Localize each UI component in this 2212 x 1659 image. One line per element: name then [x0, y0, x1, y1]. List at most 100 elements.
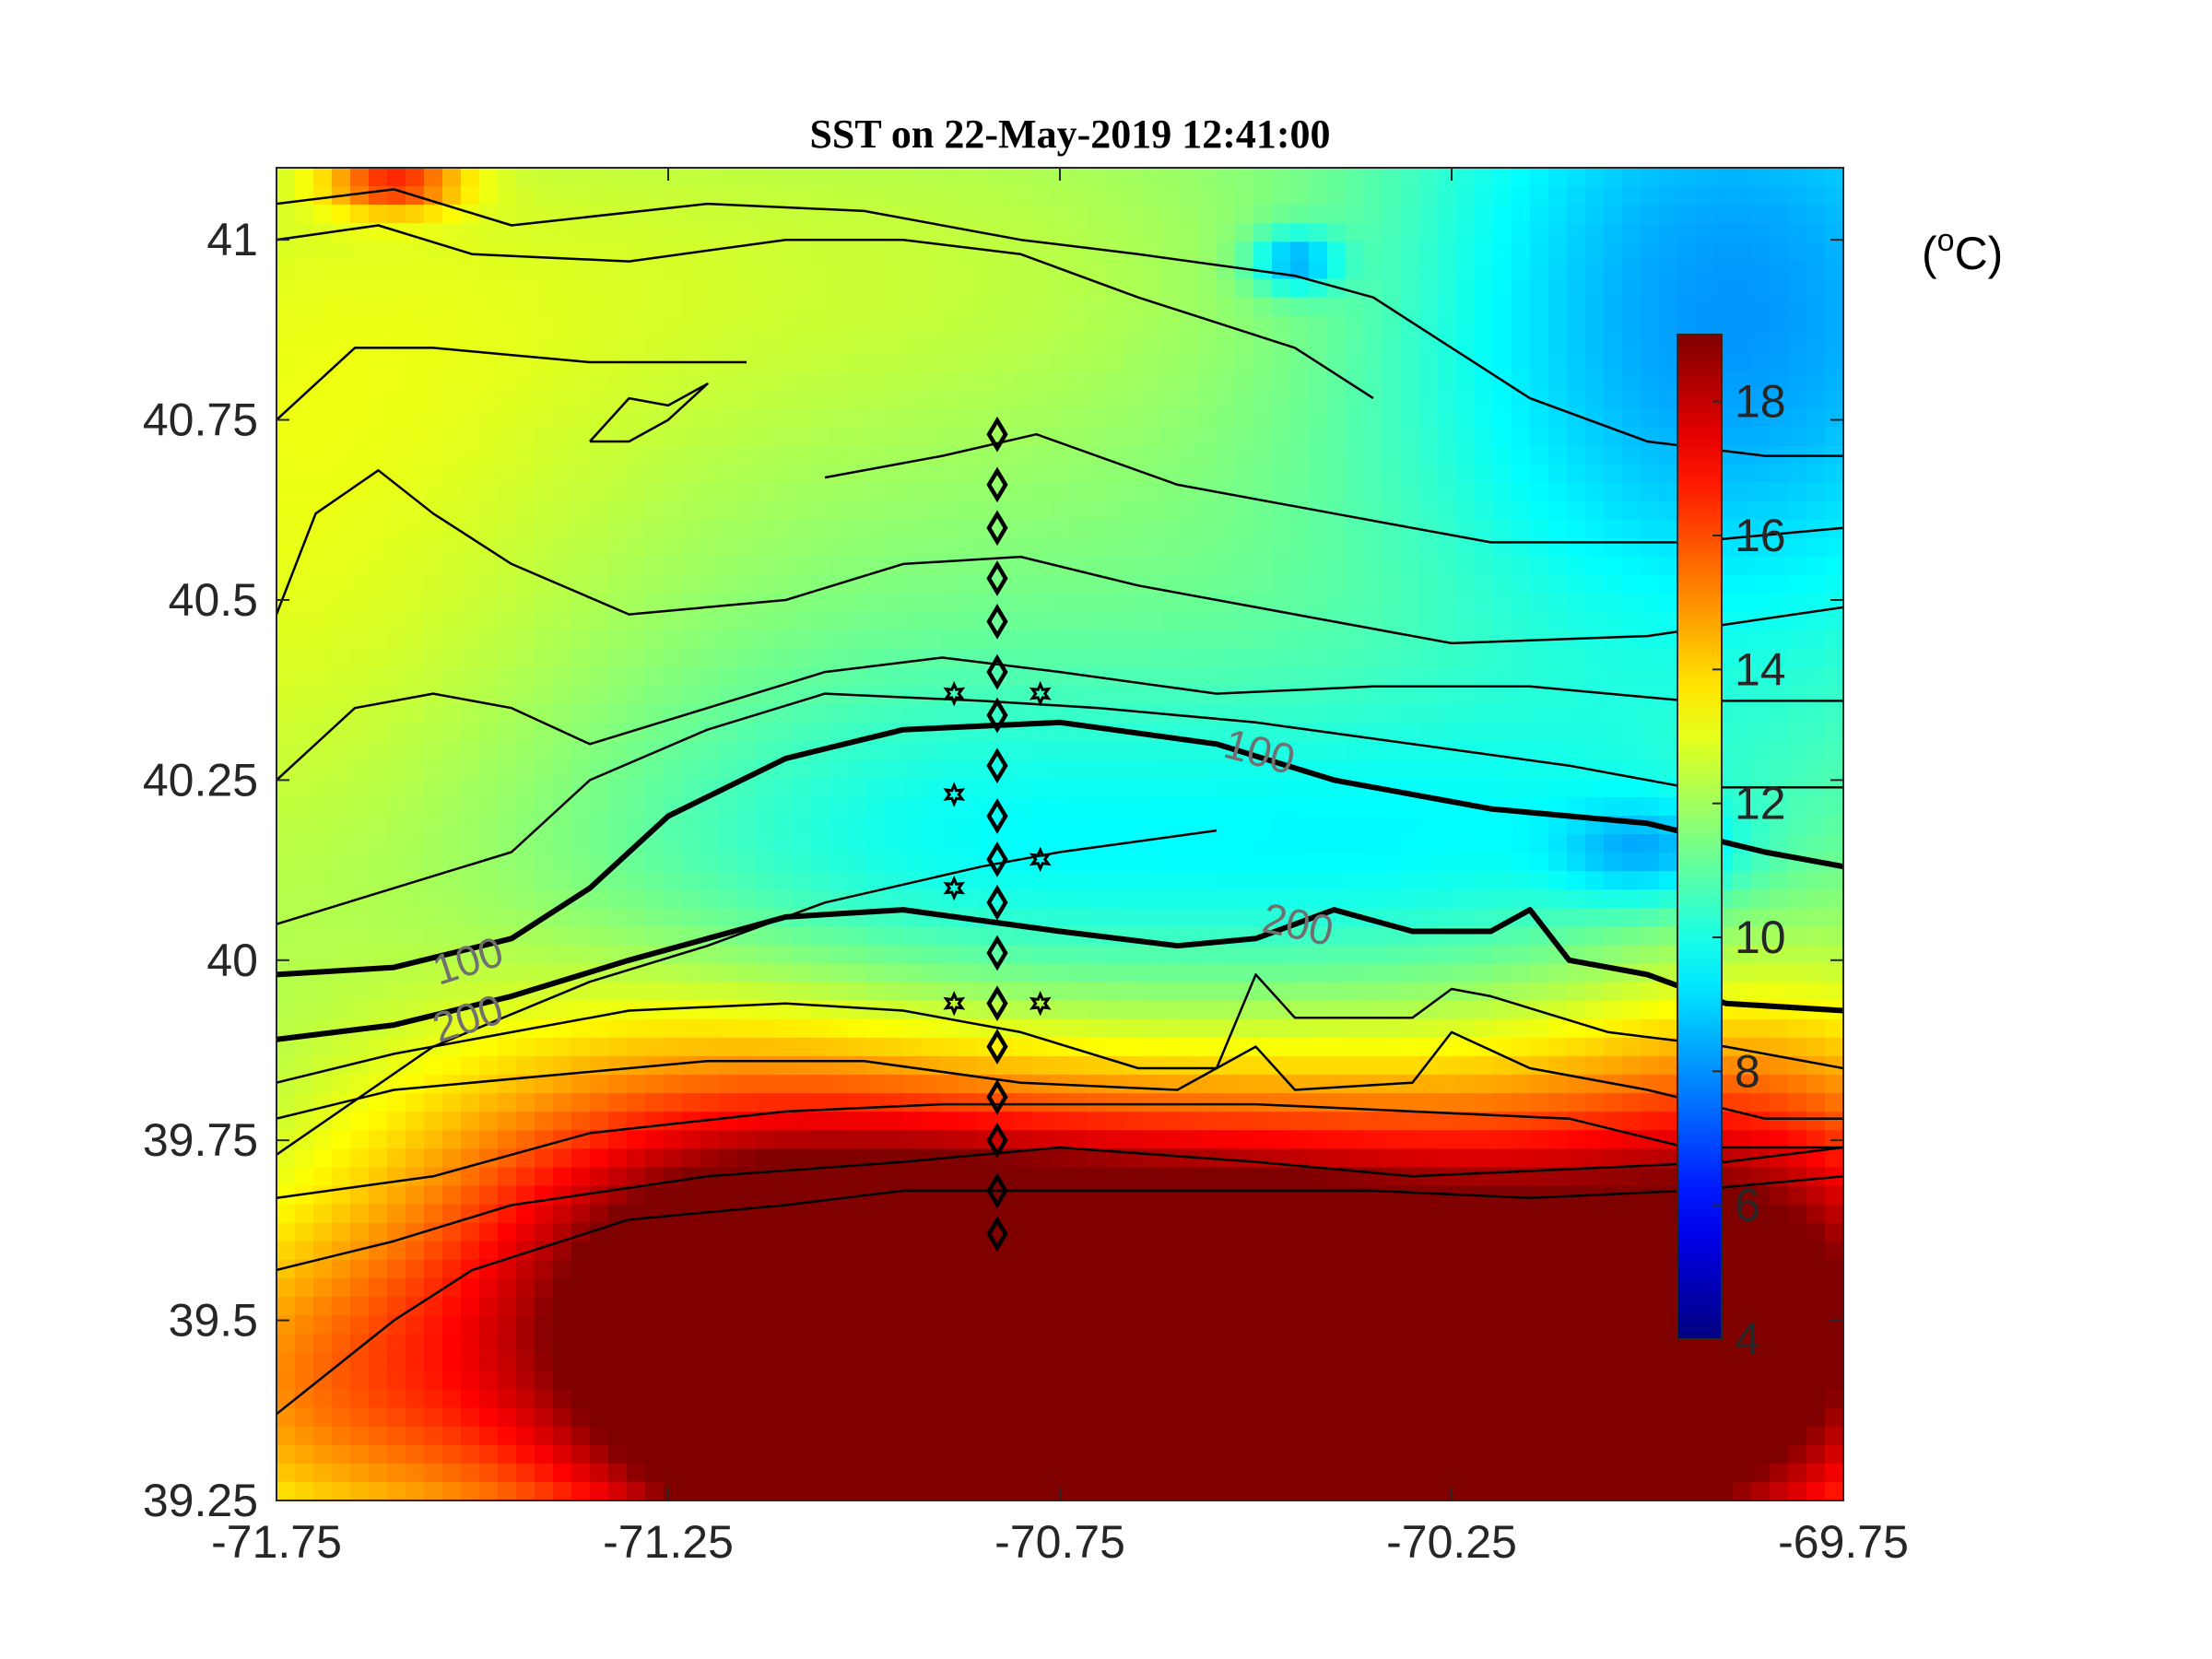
sst-cell	[406, 796, 425, 817]
sst-cell	[737, 168, 757, 187]
sst-cell	[276, 1018, 296, 1039]
sst-cell	[332, 519, 351, 539]
sst-cell	[737, 834, 757, 853]
sst-cell	[1309, 1371, 1328, 1391]
sst-cell	[313, 260, 333, 280]
sst-cell	[424, 649, 443, 669]
sst-cell	[1069, 889, 1088, 910]
sst-cell	[1235, 723, 1254, 743]
sst-cell	[1530, 1241, 1549, 1261]
sst-cell	[498, 482, 517, 502]
sst-cell	[1309, 1389, 1328, 1409]
sst-cell	[406, 1389, 425, 1409]
sst-cell	[479, 445, 499, 465]
sst-cell	[1198, 352, 1218, 372]
sst-cell	[276, 241, 296, 262]
sst-cell	[1272, 1075, 1291, 1094]
sst-cell	[461, 427, 480, 447]
sst-cell	[922, 1112, 941, 1132]
sst-cell	[1143, 1000, 1162, 1020]
sst-cell	[1438, 1278, 1457, 1298]
sst-cell	[1217, 1185, 1236, 1206]
sst-cell	[1124, 741, 1144, 761]
sst-cell	[682, 297, 701, 317]
sst-cell	[922, 537, 941, 558]
sst-cell	[553, 1426, 572, 1446]
sst-cell	[1069, 778, 1088, 798]
sst-cell	[1309, 1204, 1328, 1224]
sst-cell	[1051, 1204, 1070, 1224]
sst-cell	[645, 1297, 665, 1316]
sst-cell	[498, 1444, 517, 1465]
sst-cell	[1456, 352, 1476, 372]
sst-cell	[793, 796, 812, 817]
sst-cell	[590, 371, 609, 391]
sst-cell	[479, 630, 499, 650]
sst-cell	[1161, 1167, 1181, 1187]
sst-cell	[1217, 371, 1236, 391]
sst-cell	[535, 1148, 554, 1169]
sst-cell	[571, 815, 591, 835]
sst-cell	[1088, 408, 1107, 428]
sst-cell	[645, 630, 665, 650]
sst-cell	[608, 1222, 628, 1242]
sst-cell	[1364, 537, 1383, 558]
sst-cell	[1493, 1018, 1512, 1039]
sst-cell	[535, 704, 554, 724]
sst-cell	[590, 390, 609, 409]
sst-cell	[1401, 186, 1420, 206]
sst-cell	[442, 686, 462, 706]
sst-cell	[645, 390, 665, 409]
sst-cell	[1124, 1167, 1144, 1187]
sst-cell	[1069, 1371, 1088, 1391]
sst-cell	[1032, 1278, 1052, 1298]
sst-cell	[700, 1185, 720, 1206]
sst-cell	[700, 963, 720, 983]
sst-cell	[719, 186, 738, 206]
sst-cell	[1180, 908, 1199, 928]
sst-cell	[479, 519, 499, 539]
sst-cell	[406, 1000, 425, 1020]
sst-cell	[1088, 982, 1107, 1002]
sst-cell	[1346, 1444, 1365, 1465]
sst-cell	[1475, 593, 1494, 613]
sst-cell	[1217, 556, 1236, 576]
sst-cell	[295, 556, 314, 576]
sst-cell	[553, 704, 572, 724]
sst-cell	[313, 1037, 333, 1057]
sst-cell	[332, 796, 351, 817]
sst-cell	[350, 908, 370, 928]
sst-cell	[1419, 982, 1439, 1002]
sst-cell	[276, 390, 296, 409]
sst-cell	[1124, 1222, 1144, 1242]
sst-cell	[1198, 1241, 1218, 1261]
sst-cell	[535, 1389, 554, 1409]
sst-cell	[1051, 889, 1070, 910]
sst-cell	[479, 1315, 499, 1335]
sst-cell	[608, 278, 628, 299]
sst-cell	[940, 815, 959, 835]
sst-cell	[461, 390, 480, 409]
sst-cell	[1475, 168, 1494, 187]
sst-cell	[1051, 1389, 1070, 1409]
sst-cell	[1530, 1148, 1549, 1169]
sst-cell	[479, 1444, 499, 1465]
sst-cell	[479, 334, 499, 354]
sst-cell	[922, 1481, 941, 1500]
sst-cell	[866, 649, 886, 669]
sst-cell	[1106, 1018, 1125, 1039]
sst-cell	[1364, 1093, 1383, 1113]
sst-cell	[1161, 1056, 1181, 1076]
sst-cell	[516, 1093, 535, 1113]
sst-cell	[922, 704, 941, 724]
sst-cell	[387, 278, 406, 299]
sst-cell	[1364, 630, 1383, 650]
sst-cell	[369, 704, 388, 724]
sst-cell	[1309, 963, 1328, 983]
sst-cell	[479, 1222, 499, 1242]
sst-cell	[1438, 1204, 1457, 1224]
sst-cell	[1235, 1056, 1254, 1076]
sst-cell	[1124, 1185, 1144, 1206]
sst-cell	[1272, 686, 1291, 706]
sst-cell	[977, 1389, 996, 1409]
